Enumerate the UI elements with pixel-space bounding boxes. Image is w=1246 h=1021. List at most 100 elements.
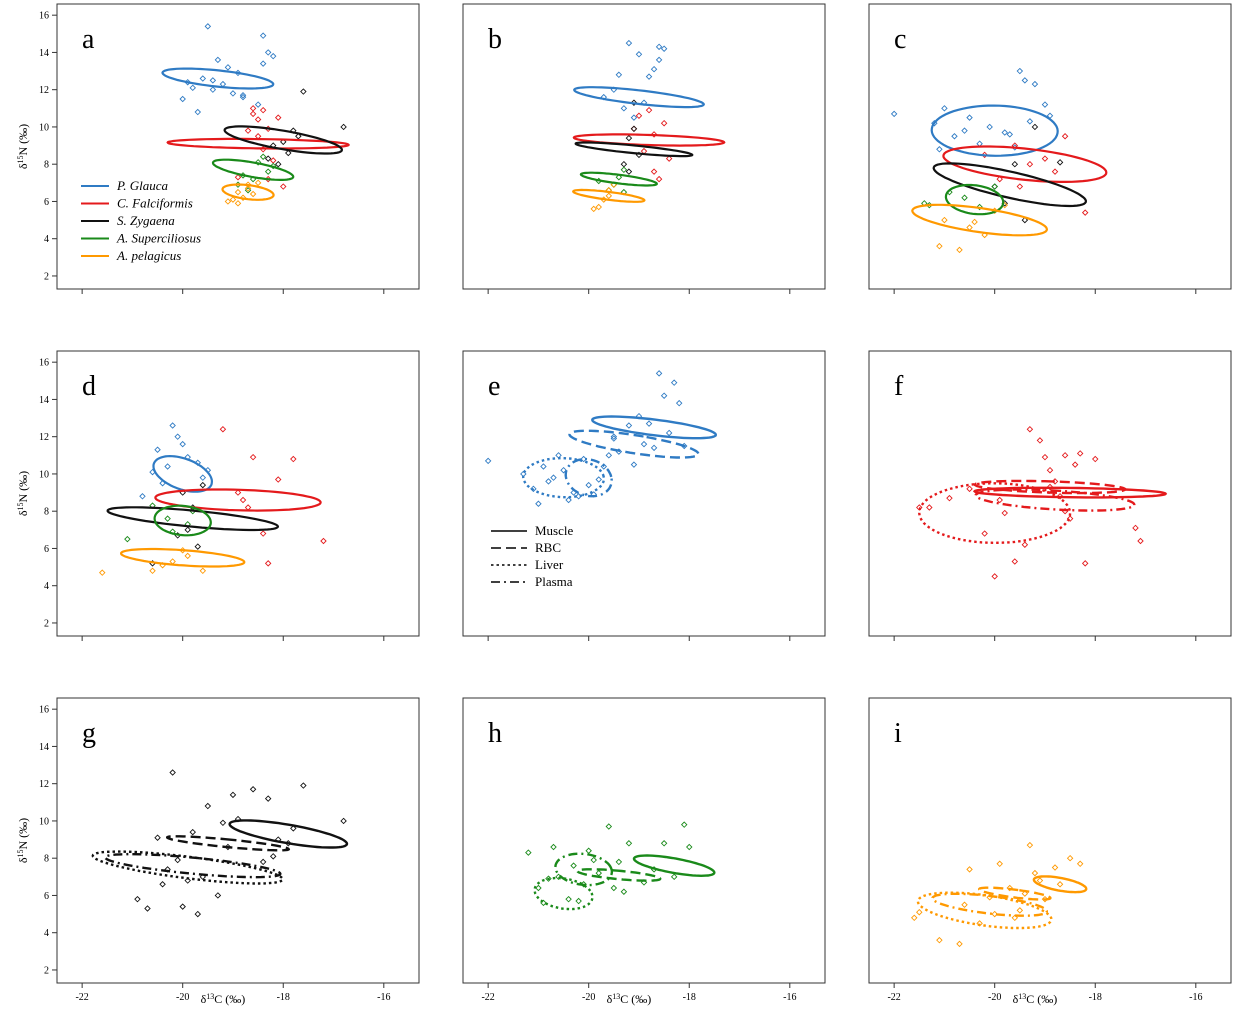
data-point xyxy=(484,457,492,465)
ellipse-rbc xyxy=(568,429,700,459)
data-point xyxy=(340,817,347,825)
data-point xyxy=(1046,483,1054,491)
plot-frame xyxy=(56,3,420,290)
plot-frame xyxy=(56,697,420,984)
data-point xyxy=(164,515,171,522)
data-point xyxy=(295,133,302,140)
data-point xyxy=(625,422,633,429)
ellipse-liver xyxy=(932,162,1088,208)
data-point xyxy=(550,843,557,851)
data-point xyxy=(229,791,237,799)
data-point xyxy=(645,420,653,427)
data-point xyxy=(961,194,968,201)
data-point xyxy=(249,105,257,112)
x-tick-label: -20 xyxy=(988,992,1001,1003)
data-point xyxy=(645,106,653,114)
data-point xyxy=(916,908,923,916)
ellipse-muscle xyxy=(591,415,718,440)
y-tick-label: 2 xyxy=(44,618,49,629)
data-point xyxy=(966,114,973,121)
data-point xyxy=(996,860,1003,868)
data-point xyxy=(1021,216,1029,224)
data-point xyxy=(655,56,663,64)
data-point xyxy=(670,379,678,386)
data-point xyxy=(595,869,602,877)
data-point xyxy=(620,166,628,174)
data-point xyxy=(274,160,282,168)
y-tick-label: 6 xyxy=(44,891,49,902)
data-point xyxy=(936,936,943,944)
data-point xyxy=(169,769,176,776)
y-tick-label: 14 xyxy=(39,48,49,59)
y-tick-label: 16 xyxy=(39,705,49,716)
data-point xyxy=(630,99,638,106)
data-point xyxy=(234,173,242,181)
ellipse-plasma xyxy=(974,488,1136,512)
ellipse-rbc xyxy=(574,141,694,158)
data-point xyxy=(1092,455,1099,463)
data-point xyxy=(1016,67,1024,75)
data-point xyxy=(184,526,191,534)
data-point xyxy=(174,433,181,440)
data-point xyxy=(1031,869,1039,877)
ellipse-plasma xyxy=(931,892,1048,917)
data-point xyxy=(194,910,202,918)
panel-f: f xyxy=(868,350,1232,641)
data-point xyxy=(1036,437,1044,444)
data-point xyxy=(1061,452,1069,459)
data-point xyxy=(660,119,668,127)
data-point xyxy=(530,485,537,493)
data-point xyxy=(1026,841,1034,849)
ellipse-muscle xyxy=(223,125,344,155)
x-tick-label: -20 xyxy=(176,992,189,1003)
data-point xyxy=(99,569,106,576)
data-point xyxy=(966,866,973,873)
y-tick-label: 4 xyxy=(44,581,49,592)
data-point xyxy=(650,131,658,138)
data-point xyxy=(615,173,623,181)
legend-label: S. Zygaena xyxy=(117,213,175,228)
data-point xyxy=(1011,914,1019,922)
data-point xyxy=(144,905,151,912)
tissue-legend: Muscle RBC Liver Plasma xyxy=(491,523,574,589)
data-point xyxy=(1011,160,1019,168)
data-point xyxy=(1071,461,1079,468)
data-point xyxy=(1016,183,1024,190)
data-point xyxy=(179,903,186,910)
data-point xyxy=(290,455,297,463)
data-point xyxy=(665,429,673,437)
ellipse-plasma xyxy=(154,488,322,512)
x-tick-label: -18 xyxy=(277,992,290,1003)
y-tick-label: 16 xyxy=(39,11,49,22)
data-point xyxy=(956,246,963,254)
data-point xyxy=(665,155,673,162)
plot-frame xyxy=(868,697,1232,984)
data-point xyxy=(244,504,252,511)
legend-label: Muscle xyxy=(535,523,574,538)
y-axis-label: δ15N (‰) xyxy=(16,818,31,863)
data-point xyxy=(660,45,668,52)
panel-h: -22 -20 -18 -16 δ13C (‰) h xyxy=(462,697,826,1006)
data-point xyxy=(570,862,577,869)
ellipse-rbc xyxy=(977,886,1052,901)
data-point xyxy=(179,440,186,448)
data-point xyxy=(149,567,156,575)
data-point xyxy=(1066,854,1074,862)
data-point xyxy=(620,888,628,895)
data-point xyxy=(1041,155,1049,162)
data-point xyxy=(525,849,532,856)
data-point xyxy=(590,205,597,213)
data-point xyxy=(1056,493,1064,500)
data-point xyxy=(1076,860,1084,868)
data-point xyxy=(239,194,247,201)
data-point xyxy=(269,52,277,60)
data-point xyxy=(936,146,943,153)
data-point xyxy=(134,895,141,903)
y-tick-label: 10 xyxy=(39,469,49,480)
y-tick-label: 4 xyxy=(44,928,49,939)
data-point xyxy=(274,476,282,483)
plot-frame xyxy=(868,350,1232,637)
data-point xyxy=(655,175,663,183)
x-tick-label: -16 xyxy=(783,992,796,1003)
data-point xyxy=(169,422,176,429)
